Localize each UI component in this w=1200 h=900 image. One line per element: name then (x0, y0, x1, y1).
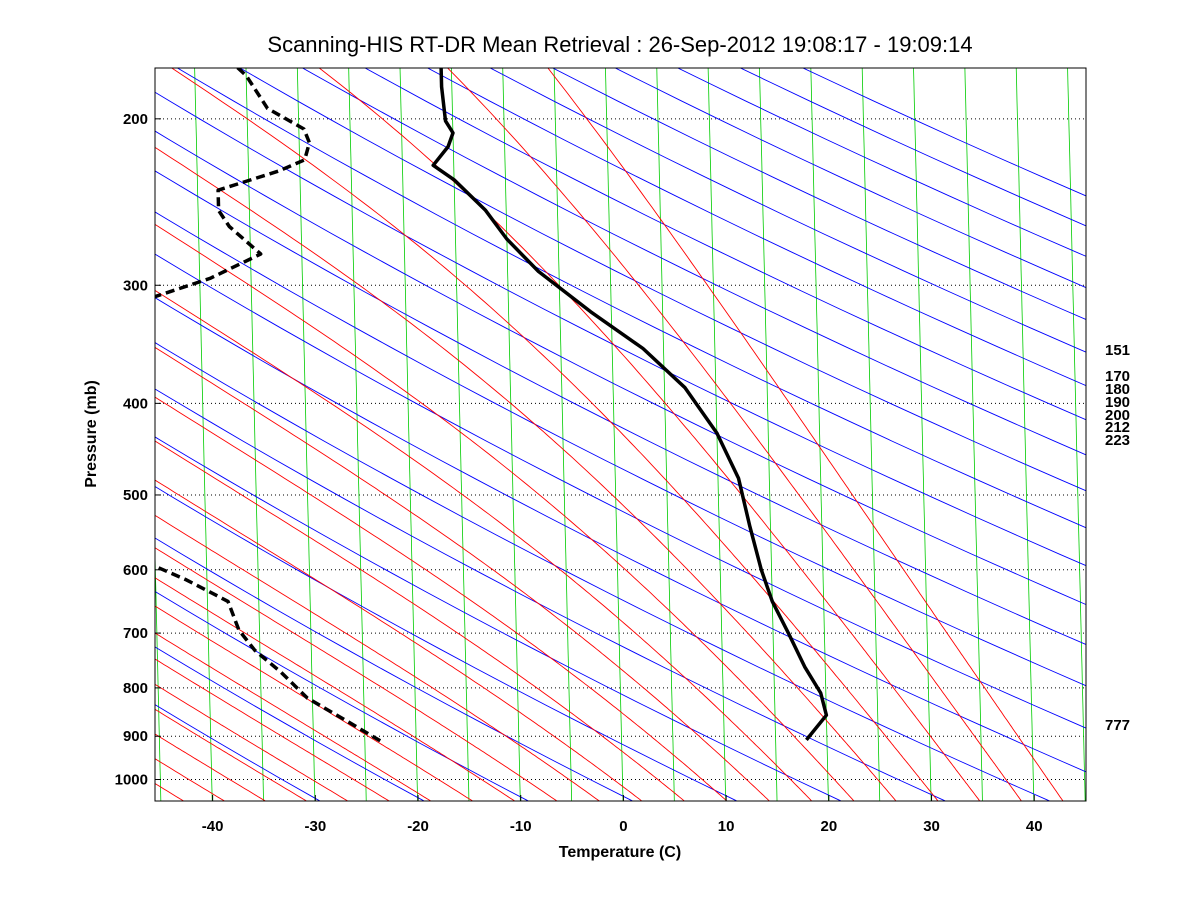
dry-adiabat (155, 342, 1051, 801)
dry-adiabat (301, 68, 1086, 456)
x-axis-label: Temperature (C) (559, 844, 681, 861)
moist-adiabat (155, 479, 643, 801)
dry-adiabat (364, 68, 1086, 421)
moist-adiabat (155, 577, 516, 801)
right-level-label: 170 (1105, 368, 1130, 385)
moist-adiabat (155, 758, 226, 801)
dry-adiabat (614, 68, 1086, 289)
dry-adiabat (155, 590, 530, 801)
mixing-ratio-line (296, 68, 316, 801)
moist-adiabat (170, 68, 939, 801)
y-tick-label: 300 (123, 277, 148, 294)
dry-adiabat (489, 68, 1086, 353)
dry-adiabat (176, 68, 1086, 529)
dry-adiabat (155, 91, 1086, 567)
y-tick-label: 600 (123, 562, 148, 579)
right-level-label: 223 (1105, 432, 1130, 449)
moist-adiabat (155, 346, 771, 801)
mixing-ratio-line (656, 68, 675, 801)
dry-adiabat (155, 253, 1086, 729)
moist-adiabat (446, 68, 1022, 801)
mixing-ratio-line (707, 68, 727, 801)
moist-adiabat (155, 605, 474, 801)
y-tick-label: 800 (123, 680, 148, 697)
moist-adiabat (155, 658, 390, 801)
right-level-label: 777 (1105, 717, 1130, 734)
dry-adiabat (155, 211, 1086, 687)
x-tick-label: 30 (923, 818, 940, 835)
dry-adiabat (676, 68, 1086, 257)
moist-adiabat (155, 547, 558, 801)
right-level-label: 212 (1105, 419, 1130, 436)
x-tick-label: -30 (304, 818, 326, 835)
x-tick-label: 10 (718, 818, 735, 835)
background-lines (155, 68, 1086, 801)
y-tick-label: 200 (123, 111, 148, 128)
dry-adiabat (155, 130, 1086, 606)
mixing-ratio-line (348, 68, 367, 801)
right-level-label: 180 (1105, 381, 1130, 398)
mixing-ratio-line (1015, 68, 1035, 801)
moist-adiabat (155, 289, 813, 801)
mixing-ratio-line (245, 68, 264, 801)
y-tick-label: 900 (123, 728, 148, 745)
y-axis-ticks: 5060708090100200300400500600700800900100… (115, 111, 161, 789)
moist-adiabat (155, 683, 349, 801)
x-tick-label: -10 (510, 818, 532, 835)
right-level-label: 151 (1105, 342, 1130, 359)
y-tick-label: 1000 (115, 772, 148, 789)
moist-adiabat (155, 632, 432, 801)
x-axis-ticks: -40 -30 -20 -10 0 10 20 30 40 (202, 795, 1043, 835)
moist-adiabat (155, 708, 308, 801)
right-level-label: 190 (1105, 394, 1130, 411)
temperature-profile-line (431, 68, 829, 742)
mixing-ratio-line (399, 68, 419, 801)
profile-lines (155, 68, 829, 743)
moist-adiabat (155, 146, 897, 801)
dry-adiabat (426, 68, 1086, 387)
dry-adiabat (551, 68, 1086, 320)
x-tick-label: -40 (202, 818, 224, 835)
chart-title: Scanning-HIS RT-DR Mean Retrieval : 26-S… (267, 32, 972, 57)
mixing-ratio-line (553, 68, 573, 801)
moist-adiabat (155, 733, 267, 801)
mixing-ratio-line (155, 539, 162, 801)
dewpoint-profile-line (155, 68, 382, 743)
mixing-ratio-line (194, 68, 213, 801)
dry-adiabat (155, 388, 947, 801)
moist-adiabat (155, 223, 855, 801)
x-tick-label: 0 (619, 818, 627, 835)
moist-adiabat (318, 68, 981, 801)
dry-adiabat (155, 170, 1086, 646)
dry-adiabat (739, 68, 1086, 227)
mixing-ratio-line (1067, 68, 1086, 801)
dry-adiabat (239, 68, 1086, 492)
x-tick-label: -20 (407, 818, 429, 835)
mixing-ratio-line (913, 68, 932, 801)
x-tick-label: 40 (1026, 818, 1043, 835)
moist-adiabat (155, 396, 728, 801)
dry-adiabat (155, 297, 1086, 773)
moist-adiabat (547, 68, 1064, 801)
y-tick-label: 400 (123, 395, 148, 412)
right-level-label: 200 (1105, 407, 1130, 424)
plot-frame (154, 67, 1087, 802)
y-axis-label: Pressure (mb) (83, 380, 100, 488)
mixing-ratio-line (605, 68, 624, 801)
y-tick-label: 700 (123, 625, 148, 642)
mixing-ratio-line (450, 68, 470, 801)
x-tick-label: 20 (820, 818, 837, 835)
moist-adiabat (155, 514, 601, 801)
dry-adiabat (155, 537, 634, 801)
moist-adiabat (155, 440, 686, 801)
dry-adiabat (155, 436, 843, 801)
dry-adiabat (801, 68, 1086, 197)
dry-adiabat (155, 486, 738, 801)
y-tick-label: 500 (123, 487, 148, 504)
mixing-ratio-line (502, 68, 521, 801)
mixing-ratio-line (964, 68, 983, 801)
